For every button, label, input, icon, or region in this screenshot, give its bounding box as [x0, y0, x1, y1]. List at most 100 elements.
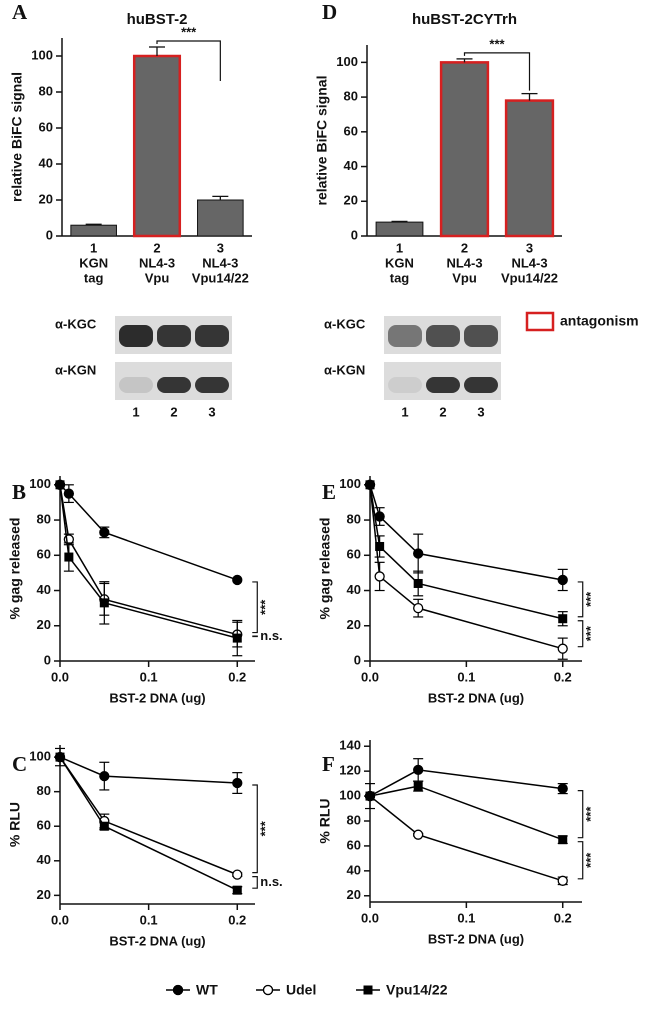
y-tick-label: 0	[44, 652, 51, 667]
y-axis-label: % RLU	[7, 802, 23, 847]
x-tick-label: NL4-3	[511, 255, 547, 270]
blot-band	[464, 377, 498, 393]
series-line	[369, 484, 563, 650]
marker	[365, 480, 375, 490]
y-tick-label: 60	[39, 119, 53, 134]
panel-letter: B	[12, 480, 26, 504]
y-tick-label: 100	[29, 476, 51, 491]
x-tick-label: Vpu14/22	[501, 270, 558, 285]
chart-title: huBST-2	[127, 11, 188, 28]
significance-label: ***	[489, 36, 505, 51]
significance-label: ***	[181, 24, 197, 39]
y-tick-label: 20	[37, 617, 51, 632]
y-tick-label: 40	[39, 155, 53, 170]
y-tick-label: 120	[339, 763, 361, 778]
highlight-label: antagonism	[560, 313, 639, 329]
y-tick-label: 100	[339, 788, 361, 803]
marker	[413, 602, 424, 614]
x-tick-label: 0.0	[51, 912, 69, 927]
series-line	[59, 756, 238, 876]
y-tick-label: 60	[37, 818, 51, 833]
x-tick-label: tag	[84, 270, 104, 285]
x-tick-label: 0.1	[457, 910, 475, 925]
bar	[375, 221, 424, 237]
y-tick-label: 0	[351, 227, 358, 242]
significance-bracket	[252, 784, 258, 874]
marker	[262, 984, 274, 996]
blot-label: α-KGC	[324, 316, 366, 331]
marker	[232, 633, 242, 643]
marker	[413, 764, 424, 776]
blot-band	[119, 377, 153, 393]
x-tick-label: 0.1	[140, 912, 158, 927]
series-line	[59, 756, 238, 784]
significance-bracket	[252, 876, 258, 889]
legend-label: Vpu14/22	[386, 982, 448, 998]
series-line	[59, 484, 238, 581]
panel-letter: C	[12, 752, 27, 776]
blot-band	[388, 377, 422, 393]
x-axis-label: BST-2 DNA (ug)	[109, 933, 205, 948]
marker	[99, 821, 109, 831]
x-tick-label: KGN	[385, 255, 414, 270]
y-axis-label: relative BiFC signal	[314, 76, 330, 206]
marker	[232, 869, 243, 880]
lane-label: 3	[477, 404, 484, 419]
significance-label: ***	[583, 852, 598, 868]
marker	[557, 574, 568, 586]
marker	[374, 511, 385, 522]
y-axis-label: % gag released	[7, 518, 23, 620]
y-tick-label: 60	[347, 547, 361, 562]
y-tick-label: 80	[39, 83, 53, 98]
x-axis-label: BST-2 DNA (ug)	[428, 690, 524, 705]
lane-label: 1	[132, 404, 139, 419]
significance-bracket	[577, 581, 584, 618]
marker	[99, 527, 110, 538]
y-tick-label: 100	[29, 749, 51, 764]
chart-title: huBST-2CYTrh	[412, 11, 517, 28]
marker	[232, 777, 243, 789]
bar	[439, 61, 490, 238]
marker	[558, 835, 568, 845]
bar	[132, 54, 182, 238]
y-tick-label: 100	[31, 47, 53, 62]
marker	[64, 552, 74, 562]
y-tick-label: 60	[347, 837, 361, 852]
y-tick-label: 100	[336, 54, 358, 69]
y-tick-label: 80	[344, 89, 358, 104]
x-tick-label: 0.0	[51, 669, 69, 684]
marker	[413, 578, 423, 588]
significance-bracket	[577, 841, 584, 880]
y-tick-label: 80	[37, 783, 51, 798]
x-tick-label: 0.2	[554, 669, 572, 684]
series-line	[369, 484, 563, 581]
x-tick-label: tag	[390, 270, 410, 285]
x-tick-label: 0.1	[457, 669, 475, 684]
significance-bracket	[156, 40, 221, 81]
x-tick-label: 3	[217, 240, 224, 255]
blot-band	[157, 325, 191, 347]
blot-band	[464, 325, 498, 347]
highlight-swatch	[525, 311, 555, 332]
x-tick-label: 0.2	[554, 910, 572, 925]
significance-label: ***	[258, 820, 273, 836]
x-tick-label: 0.2	[228, 669, 246, 684]
series-line	[59, 484, 238, 636]
marker	[55, 752, 65, 762]
x-tick-label: 0.2	[228, 912, 246, 927]
x-tick-label: 0.0	[361, 910, 379, 925]
x-axis-label: BST-2 DNA (ug)	[428, 931, 524, 946]
marker	[55, 480, 65, 490]
panel-letter: D	[322, 0, 337, 24]
x-tick-label: 2	[461, 240, 468, 255]
marker	[374, 571, 385, 582]
marker	[63, 488, 75, 499]
x-axis-label: BST-2 DNA (ug)	[109, 690, 205, 705]
marker	[363, 985, 373, 995]
y-tick-label: 140	[339, 738, 361, 753]
y-tick-label: 40	[347, 862, 361, 877]
marker	[365, 791, 375, 801]
y-tick-label: 20	[39, 191, 53, 206]
x-tick-label: NL4-3	[202, 255, 238, 270]
